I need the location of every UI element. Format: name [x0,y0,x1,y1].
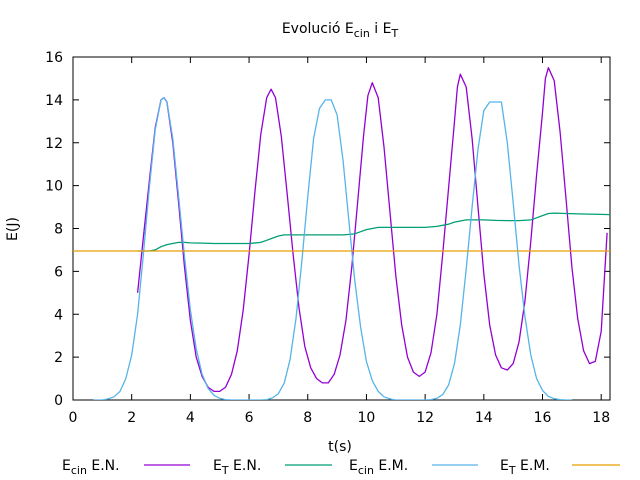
y-tick-label: 2 [54,350,63,366]
legend-label-main: E [500,458,509,474]
chart-title-main: Evolució E [282,21,354,37]
legend-label-main: E [62,458,71,474]
legend-label-main: E [349,458,358,474]
legend-label-sub: cin [358,464,374,477]
legend-label-sub: T [508,464,516,477]
x-tick-label: 2 [127,410,136,426]
series-ecin-em-line [93,97,572,400]
y-tick-label: 16 [45,50,63,66]
x-tick-label: 4 [186,410,195,426]
series-et-en-line [137,212,610,252]
legend-item-ecin-em: Ecin E.M. [349,458,478,477]
x-axis: 0 2 4 6 8 10 12 14 16 18 [69,57,610,426]
series-layer [73,67,610,400]
legend-label-sub: cin [71,464,87,477]
chart-title-mid: i E [370,21,392,37]
legend-item-et-em: ET E.M. [500,458,620,477]
y-tick-label: 4 [54,307,63,323]
chart-title: Evolució Ecin i ET [282,21,399,40]
legend-label: Ecin E.N. [62,458,120,477]
x-axis-label: t(s) [328,439,352,455]
legend-label: ET E.M. [500,458,550,477]
x-tick-label: 6 [245,410,254,426]
series-ecin-en-line [136,67,608,393]
legend-label: Ecin E.M. [349,458,408,477]
legend: Ecin E.N. ET E.N. Ecin E.M. ET E.M. [62,458,620,477]
x-tick-label: 10 [358,410,376,426]
y-tick-label: 14 [45,93,63,109]
x-tick-label: 0 [69,410,78,426]
y-tick-label: 0 [54,393,63,409]
x-tick-label: 18 [592,410,610,426]
x-tick-label: 16 [534,410,552,426]
chart-title-sub2: T [390,27,398,40]
y-axis: 0 2 4 6 8 10 12 14 16 [45,50,610,409]
legend-item-ecin-en: Ecin E.N. [62,458,190,477]
y-axis-label: E(J) [5,217,21,241]
y-tick-label: 12 [45,136,63,152]
x-tick-label: 12 [416,410,434,426]
x-tick-label: 14 [475,410,493,426]
x-tick-label: 8 [303,410,312,426]
legend-label-rest: E.M. [516,458,550,474]
legend-label-rest: E.N. [87,458,120,474]
y-tick-label: 6 [54,264,63,280]
y-tick-label: 8 [54,222,63,238]
legend-label: ET E.N. [213,458,261,477]
legend-item-et-en: ET E.N. [213,458,332,477]
legend-label-main: E [213,458,222,474]
legend-label-rest: E.M. [374,458,408,474]
y-tick-label: 10 [45,179,63,195]
legend-label-sub: T [221,464,229,477]
legend-label-rest: E.N. [229,458,262,474]
chart-title-sub1: cin [354,27,370,40]
